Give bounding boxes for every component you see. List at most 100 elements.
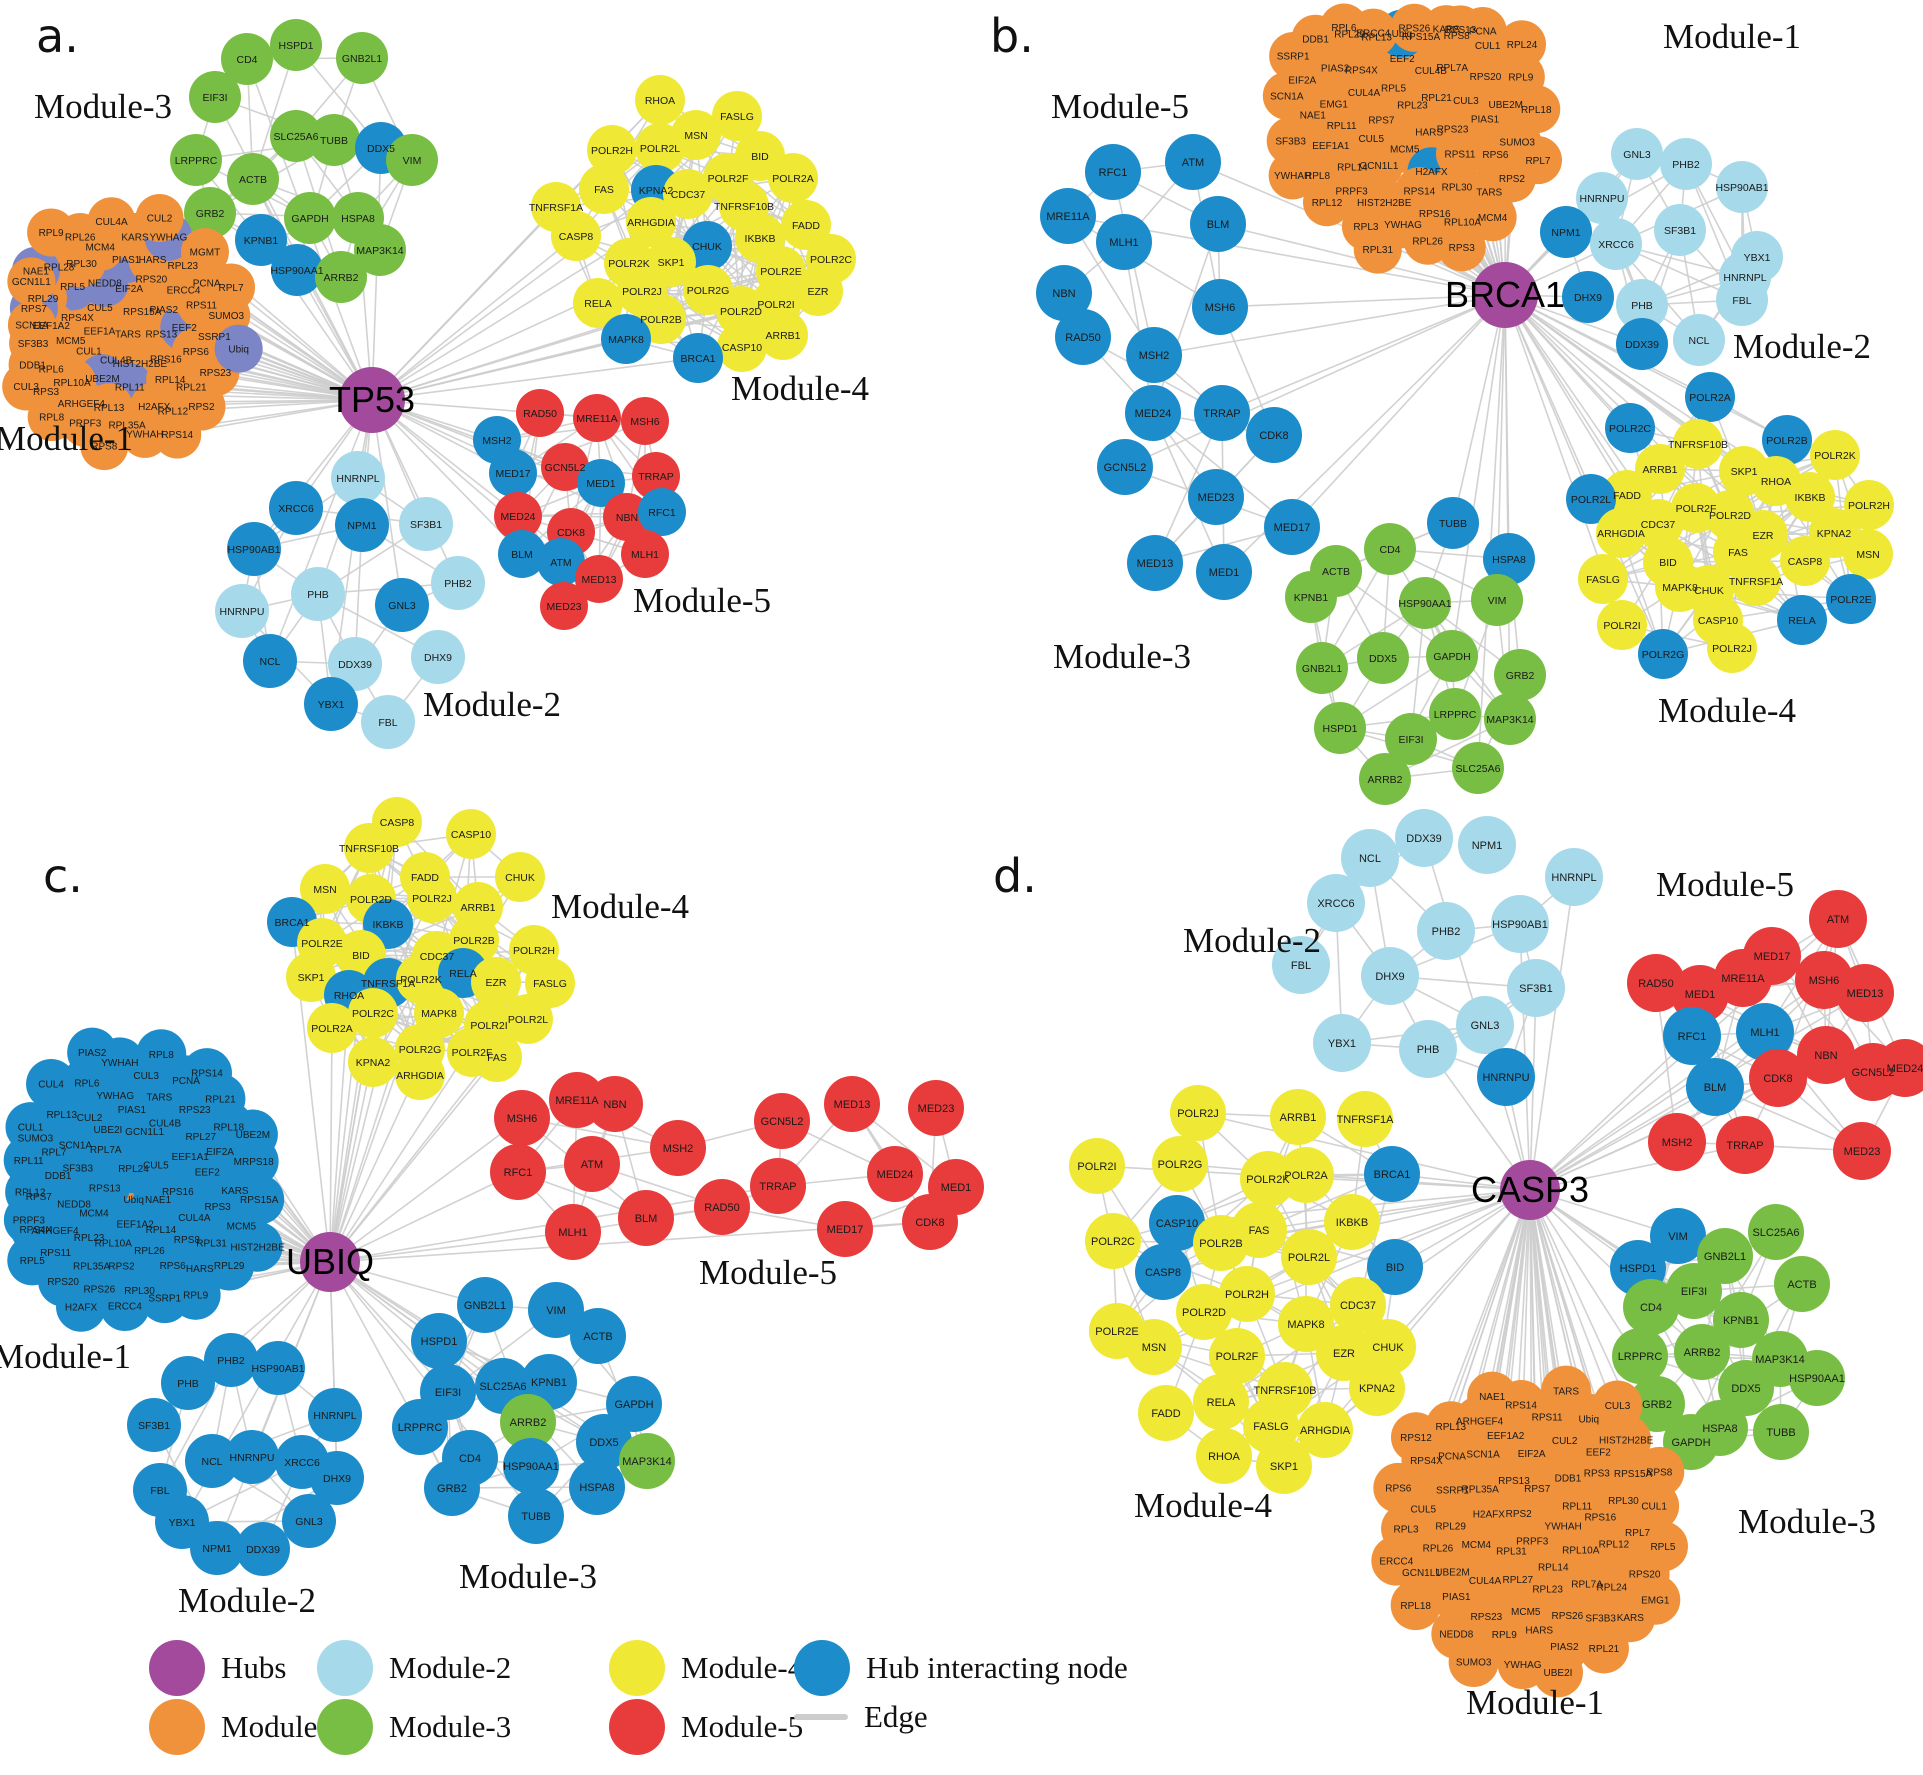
- node-GRB2[interactable]: [1629, 1376, 1685, 1432]
- node-MED24[interactable]: [1876, 1039, 1923, 1097]
- node-BLM[interactable]: [1686, 1058, 1744, 1116]
- node-RHOA[interactable]: [635, 75, 685, 125]
- node-CASP10[interactable]: [1149, 1195, 1205, 1251]
- node-KPNB1[interactable]: [1713, 1292, 1769, 1348]
- node-FBL[interactable]: [1272, 936, 1330, 994]
- node-ACTB[interactable]: [227, 153, 279, 205]
- node-KPNB1[interactable]: [235, 214, 287, 266]
- node-HSPD1[interactable]: [411, 1313, 467, 1369]
- node-KPNA2[interactable]: [1349, 1360, 1405, 1416]
- node-MAP3K14[interactable]: [1484, 693, 1536, 745]
- node-POLR2J[interactable]: [407, 873, 457, 923]
- node-POLR2B[interactable]: [1193, 1215, 1249, 1271]
- node-PHB2[interactable]: [1417, 902, 1475, 960]
- node-MED24[interactable]: [494, 492, 542, 540]
- node-UBE2M[interactable]: [227, 1109, 278, 1160]
- node-CUL4A[interactable]: [87, 197, 136, 246]
- node-POLR2K[interactable]: [1810, 430, 1860, 480]
- node-POLR2A[interactable]: [307, 1003, 357, 1053]
- node-SCN1A[interactable]: [1262, 71, 1311, 120]
- node-GNB2L1[interactable]: [457, 1277, 513, 1333]
- node-HNRNPU[interactable]: [225, 1430, 279, 1484]
- node-MED17[interactable]: [489, 449, 537, 497]
- node-MAP3K14[interactable]: [354, 224, 406, 276]
- node-ERCC4[interactable]: [1371, 1535, 1422, 1586]
- node-GNB2L1[interactable]: [336, 32, 388, 84]
- node-RPL18[interactable]: [1512, 85, 1561, 134]
- node-POLR2E[interactable]: [1826, 574, 1876, 624]
- node-POLR2B[interactable]: [1762, 415, 1812, 465]
- node-POLR2H[interactable]: [1844, 480, 1894, 530]
- node-SSRP1[interactable]: [1269, 32, 1318, 81]
- node-YBX1[interactable]: [304, 677, 358, 731]
- node-BLM[interactable]: [618, 1190, 674, 1246]
- node-POLR2L[interactable]: [1281, 1229, 1337, 1285]
- node-PHB2[interactable]: [204, 1333, 258, 1387]
- node-POLR2C[interactable]: [1605, 403, 1655, 453]
- node-SF3B1[interactable]: [1654, 204, 1706, 256]
- node-RPL31[interactable]: [1353, 225, 1402, 274]
- node-ACTB[interactable]: [1774, 1256, 1830, 1312]
- node-FADD[interactable]: [1138, 1385, 1194, 1441]
- node-GCN5L2[interactable]: [1097, 439, 1153, 495]
- node-UBE2I[interactable]: [1532, 1647, 1583, 1698]
- node-TRRAP[interactable]: [1716, 1116, 1774, 1174]
- node-BRCA1[interactable]: [1364, 1146, 1420, 1202]
- node-LRPPRC[interactable]: [1429, 688, 1481, 740]
- node-VIM[interactable]: [386, 134, 438, 186]
- node-NAE1[interactable]: [1467, 1371, 1518, 1422]
- node-SLC25A6[interactable]: [270, 110, 322, 162]
- node-RPL7[interactable]: [1513, 136, 1562, 185]
- node-BRCA1[interactable]: [673, 333, 723, 383]
- node-LRPPRC[interactable]: [170, 134, 222, 186]
- node-MED24[interactable]: [867, 1146, 923, 1202]
- node-POLR2D[interactable]: [1176, 1284, 1232, 1340]
- node-CDK8[interactable]: [902, 1194, 958, 1250]
- node-YWHAH[interactable]: [1268, 151, 1317, 200]
- node-XRCC6[interactable]: [1307, 874, 1365, 932]
- node-RPL8[interactable]: [136, 1029, 187, 1080]
- node-SCN1A[interactable]: [7, 301, 56, 350]
- node-MED13[interactable]: [1836, 964, 1894, 1022]
- node-ARHGDIA[interactable]: [395, 1050, 445, 1100]
- node-HSP90AA1[interactable]: [1789, 1350, 1845, 1406]
- node-RELA[interactable]: [1777, 595, 1827, 645]
- node-CD4[interactable]: [1364, 523, 1416, 575]
- node-MCM4[interactable]: [1468, 193, 1517, 242]
- node-POLR2J[interactable]: [1170, 1085, 1226, 1141]
- node-MED23[interactable]: [1833, 1122, 1891, 1180]
- node-FASLG[interactable]: [1578, 554, 1628, 604]
- node-EZR[interactable]: [1316, 1325, 1372, 1381]
- node-TARS[interactable]: [1541, 1365, 1592, 1416]
- node-RAD50[interactable]: [516, 389, 564, 437]
- node-MAPK8[interactable]: [601, 314, 651, 364]
- node-TUBB[interactable]: [1427, 497, 1479, 549]
- node-CUL2[interactable]: [135, 193, 184, 242]
- node-CHUK[interactable]: [495, 852, 545, 902]
- node-VIM[interactable]: [1650, 1208, 1706, 1264]
- node-MED13[interactable]: [824, 1076, 880, 1132]
- node-POLR2H[interactable]: [1219, 1266, 1275, 1322]
- node-ARRB2[interactable]: [315, 251, 367, 303]
- node-NCL[interactable]: [243, 634, 297, 688]
- node-CDK8[interactable]: [1246, 407, 1302, 463]
- node-NCL[interactable]: [1673, 314, 1725, 366]
- hub-UBIQ[interactable]: [300, 1232, 360, 1292]
- node-CD4[interactable]: [221, 33, 273, 85]
- node-SF3B3[interactable]: [1266, 116, 1315, 165]
- node-MED13[interactable]: [575, 555, 623, 603]
- node-HNRNPL[interactable]: [1545, 848, 1603, 906]
- node-RELA[interactable]: [573, 278, 623, 328]
- node-ATM[interactable]: [1165, 134, 1221, 190]
- node-SLC25A6[interactable]: [1748, 1204, 1804, 1260]
- node-MLH1[interactable]: [621, 530, 669, 578]
- node-NCL[interactable]: [1341, 829, 1399, 887]
- node-MSH2[interactable]: [1126, 327, 1182, 383]
- node-CASP8[interactable]: [1780, 536, 1830, 586]
- node-FASLG[interactable]: [712, 91, 762, 141]
- node-CASP8[interactable]: [551, 211, 601, 261]
- node-POLR2A[interactable]: [1685, 372, 1735, 422]
- node-RPL18[interactable]: [1390, 1580, 1441, 1631]
- node-DDX39[interactable]: [236, 1522, 290, 1576]
- node-HSP90AB1[interactable]: [251, 1341, 305, 1395]
